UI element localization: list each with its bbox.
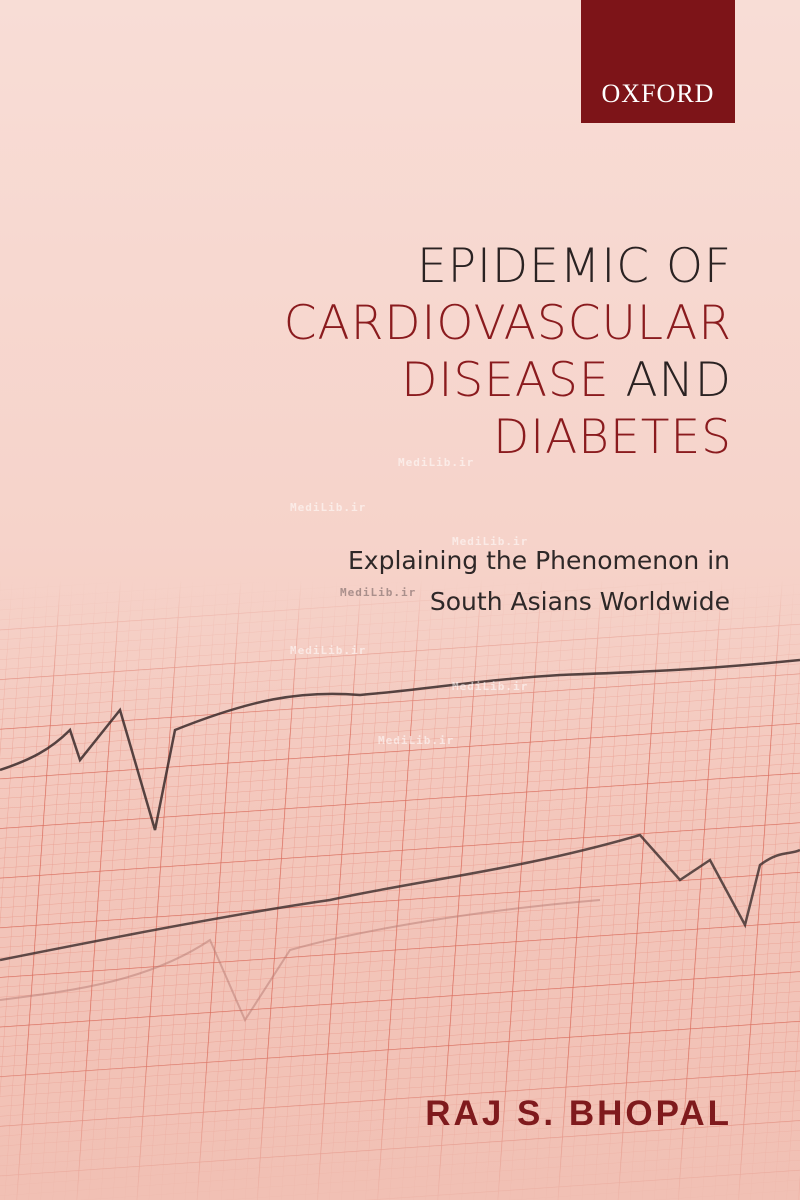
watermark: MediLib.ir xyxy=(452,535,529,548)
publisher-name: OXFORD xyxy=(601,79,715,108)
ecg-trace-lower xyxy=(0,833,800,962)
author-name: RAJ S. BHOPAL xyxy=(425,1094,732,1133)
ecg-trace-faint xyxy=(0,899,601,1023)
title-line-1: EPIDEMIC OF xyxy=(417,239,732,294)
watermark: MediLib.ir xyxy=(378,734,455,747)
title-line-2: CARDIOVASCULAR xyxy=(283,296,732,351)
title-line-3a: DISEASE xyxy=(401,353,610,408)
book-title: EPIDEMIC OF CARDIOVASCULAR DISEASE AND D… xyxy=(284,238,732,466)
title-line-3b: AND xyxy=(625,353,732,408)
watermark: MediLib.ir xyxy=(452,680,529,693)
book-subtitle: Explaining the Phenomenon in South Asian… xyxy=(348,540,730,622)
watermark: MediLib.ir xyxy=(290,501,367,514)
title-line-4: DIABETES xyxy=(493,410,732,465)
subtitle-line-1: Explaining the Phenomenon in xyxy=(348,546,730,575)
ecg-trace xyxy=(0,658,800,831)
watermark: MediLib.ir xyxy=(398,456,475,469)
watermark: MediLib.ir xyxy=(340,586,417,599)
watermark: MediLib.ir xyxy=(290,644,367,657)
publisher-logo: OXFORD xyxy=(581,0,735,123)
subtitle-line-2: South Asians Worldwide xyxy=(429,587,730,616)
ecg-grid-illustration xyxy=(0,580,800,1200)
